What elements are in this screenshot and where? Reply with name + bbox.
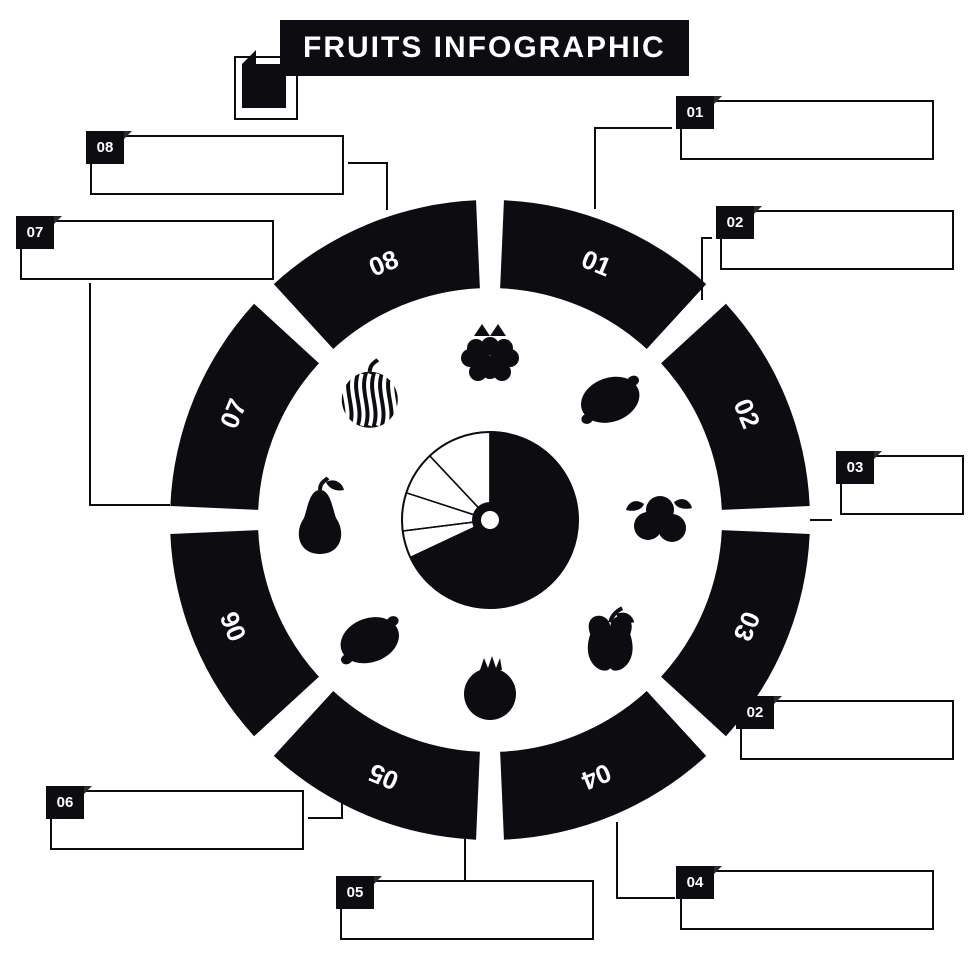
callout-leader <box>617 822 675 898</box>
center-pie-hub-hole <box>481 511 499 529</box>
callout-box: 08 <box>90 135 344 195</box>
callout: 06 <box>50 790 304 850</box>
callout: 03 <box>840 455 964 515</box>
lemon-icon <box>334 609 405 671</box>
callout: 05 <box>340 880 594 940</box>
callout-tag: 02 <box>736 696 774 729</box>
callout-tag: 02 <box>716 206 754 239</box>
raspberry-icon <box>461 324 519 381</box>
callout-leader <box>702 238 712 300</box>
callout-leader <box>595 128 672 209</box>
callout-tag: 01 <box>676 96 714 129</box>
callout-box: 02 <box>720 210 954 270</box>
callout: 08 <box>90 135 344 195</box>
lemon-icon <box>574 369 645 431</box>
callout-tag: 07 <box>16 216 54 249</box>
callout-leader <box>90 283 170 505</box>
callout-box: 06 <box>50 790 304 850</box>
pomegranate-icon <box>464 656 516 720</box>
callout: 02 <box>720 210 954 270</box>
callout-leader <box>348 163 387 210</box>
callout: 02 <box>740 700 954 760</box>
callout-tag: 05 <box>336 876 374 909</box>
watermelon-icon <box>342 360 398 428</box>
callout-box: 07 <box>20 220 274 280</box>
callout-tag: 04 <box>676 866 714 899</box>
callout-leader <box>308 800 342 818</box>
blueberries-icon <box>626 496 692 542</box>
callout: 07 <box>20 220 274 280</box>
infographic-stage: FRUITS INFOGRAPHIC 0102030405060708 0102… <box>0 0 980 980</box>
callout: 04 <box>680 870 934 930</box>
callout-tag: 03 <box>836 451 874 484</box>
apple-icon <box>588 608 634 670</box>
callout-box: 05 <box>340 880 594 940</box>
callout-box: 03 <box>840 455 964 515</box>
callout-box: 01 <box>680 100 934 160</box>
pear-icon <box>299 478 344 554</box>
callout-box: 02 <box>740 700 954 760</box>
callout-tag: 06 <box>46 786 84 819</box>
callout-box: 04 <box>680 870 934 930</box>
callout-tag: 08 <box>86 131 124 164</box>
callout: 01 <box>680 100 934 160</box>
